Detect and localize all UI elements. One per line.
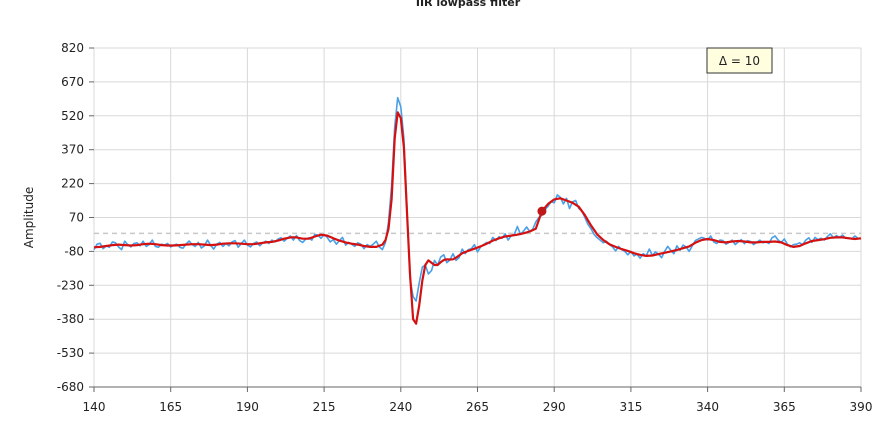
y-tick-label: 670 [61,75,84,89]
x-tick-label: 265 [466,400,489,414]
y-tick-label: 820 [61,41,84,55]
x-tick-label: 340 [696,400,719,414]
y-tick-label: -530 [57,346,84,360]
delta-annotation: Δ = 10 [706,47,773,74]
highlight-point [537,206,547,216]
y-tick-label: -680 [57,380,84,394]
y-tick-label: 70 [69,211,84,225]
chart-title: IIR lowpass filter [416,0,521,9]
x-tick-label: 290 [543,400,566,414]
y-tick-label: 520 [61,109,84,123]
x-tick-label: 190 [236,400,259,414]
grid [93,47,862,388]
x-tick-label: 315 [619,400,642,414]
y-tick-label: 220 [61,177,84,191]
x-tick-label: 215 [313,400,336,414]
y-axis-ticks: 820 670 520 370 220 70 -80 -230 -380 -530 -680 [57,41,94,394]
x-tick-label: 390 [850,400,873,414]
delta-annotation-box [706,47,773,74]
x-tick-label: 140 [83,400,106,414]
series-line-filtered [93,111,862,325]
y-tick-label: 370 [61,143,84,157]
series-layer [93,96,862,325]
delta-annotation-text: Δ = 10 [719,54,760,68]
x-tick-label: 165 [159,400,182,414]
y-tick-label: -230 [57,278,84,292]
x-tick-label: 240 [389,400,412,414]
y-tick-label: -80 [64,244,84,258]
y-axis-title: Amplitude [22,187,36,249]
x-tick-label: 365 [773,400,796,414]
x-axis-ticks: 140 165 190 215 240 265 290 315 340 365 390 [83,387,873,414]
y-tick-label: -380 [57,312,84,326]
